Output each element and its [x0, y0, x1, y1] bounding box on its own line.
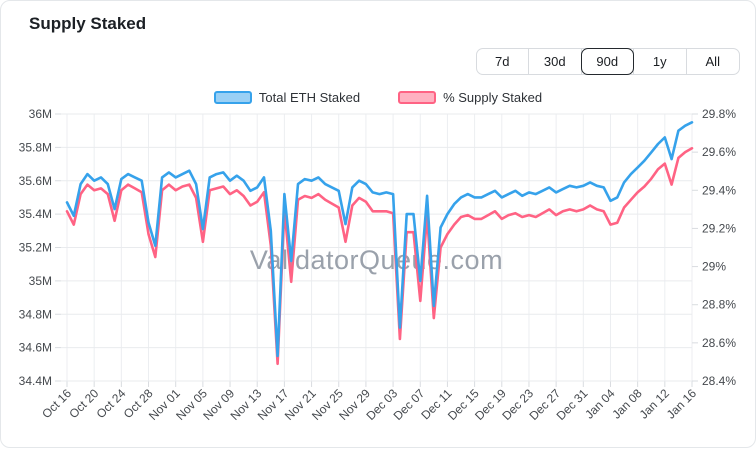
- x-axis-tick-label: Dec 27: [526, 386, 563, 423]
- legend-swatch-icon: [398, 91, 436, 104]
- x-axis-tick-label: Oct 16: [39, 386, 74, 421]
- legend-item-percent-supply-staked[interactable]: % Supply Staked: [398, 90, 542, 105]
- left-axis-tick-label: 35.6M: [19, 174, 52, 188]
- right-axis-tick-label: 29.2%: [702, 221, 736, 235]
- x-axis-tick-label: Dec 03: [363, 386, 400, 423]
- x-axis-tick-label: Jan 08: [609, 386, 645, 422]
- left-axis-tick-label: 36M: [29, 107, 52, 121]
- legend-swatch-icon: [214, 91, 252, 104]
- legend-label: Total ETH Staked: [259, 90, 360, 105]
- percent-supply-staked-line: [67, 148, 692, 363]
- x-axis-tick-label: Dec 19: [472, 386, 509, 423]
- x-axis-tick-label: Oct 28: [121, 386, 156, 421]
- x-axis-tick-label: Nov 13: [228, 386, 265, 423]
- left-axis-tick-label: 35M: [29, 274, 52, 288]
- total-eth-staked-line: [67, 122, 692, 356]
- x-axis-tick-label: Oct 20: [66, 386, 101, 421]
- x-axis-tick-label: Nov 01: [146, 386, 183, 423]
- x-axis-tick-label: Nov 21: [282, 386, 319, 423]
- x-axis-tick-label: Dec 11: [418, 386, 454, 422]
- range-button-30d[interactable]: 30d: [529, 49, 582, 74]
- range-button-1y[interactable]: 1y: [634, 49, 687, 74]
- x-axis-tick-label: Jan 16: [664, 386, 700, 422]
- x-axis-tick-label: Jan 04: [582, 386, 618, 422]
- right-axis-tick-label: 29%: [702, 260, 726, 274]
- x-axis-tick-label: Nov 25: [309, 386, 346, 423]
- right-axis-tick-label: 28.6%: [702, 336, 736, 350]
- right-axis-tick-label: 28.8%: [702, 298, 736, 312]
- right-axis-tick-label: 29.8%: [702, 107, 736, 121]
- time-range-selector: 7d 30d 90d 1y All: [476, 48, 741, 75]
- x-axis-tick-label: Nov 05: [173, 386, 210, 423]
- chart-legend: Total ETH Staked % Supply Staked: [1, 90, 755, 105]
- left-axis-tick-label: 35.4M: [19, 207, 52, 221]
- x-axis-tick-label: Oct 24: [94, 386, 129, 421]
- x-axis-tick-label: Dec 07: [391, 386, 428, 423]
- legend-label: % Supply Staked: [443, 90, 542, 105]
- page-title: Supply Staked: [29, 14, 146, 34]
- left-axis-tick-label: 34.8M: [19, 307, 52, 321]
- x-axis-tick-label: Dec 31: [554, 386, 591, 423]
- range-button-all[interactable]: All: [687, 49, 740, 74]
- range-button-7d[interactable]: 7d: [477, 49, 530, 74]
- right-axis-tick-label: 29.6%: [702, 145, 736, 159]
- range-button-90d[interactable]: 90d: [582, 49, 635, 74]
- x-axis-tick-label: Nov 29: [336, 386, 373, 423]
- left-axis-tick-label: 35.2M: [19, 241, 52, 255]
- left-axis-tick-label: 34.4M: [19, 374, 52, 388]
- right-axis-tick-label: 29.4%: [702, 183, 736, 197]
- watermark: ValidatorQueue.com: [250, 245, 503, 275]
- x-axis-tick-label: Jan 12: [637, 386, 673, 422]
- x-axis-tick-label: Nov 09: [200, 386, 237, 423]
- left-axis-tick-label: 34.6M: [19, 341, 52, 355]
- left-axis-tick-label: 35.8M: [19, 140, 52, 154]
- x-axis-tick-label: Dec 23: [499, 386, 536, 423]
- x-axis-tick-label: Nov 17: [255, 386, 292, 423]
- x-axis-tick-label: Dec 15: [445, 386, 482, 423]
- right-axis-tick-label: 28.4%: [702, 374, 736, 388]
- legend-item-total-eth-staked[interactable]: Total ETH Staked: [214, 90, 360, 105]
